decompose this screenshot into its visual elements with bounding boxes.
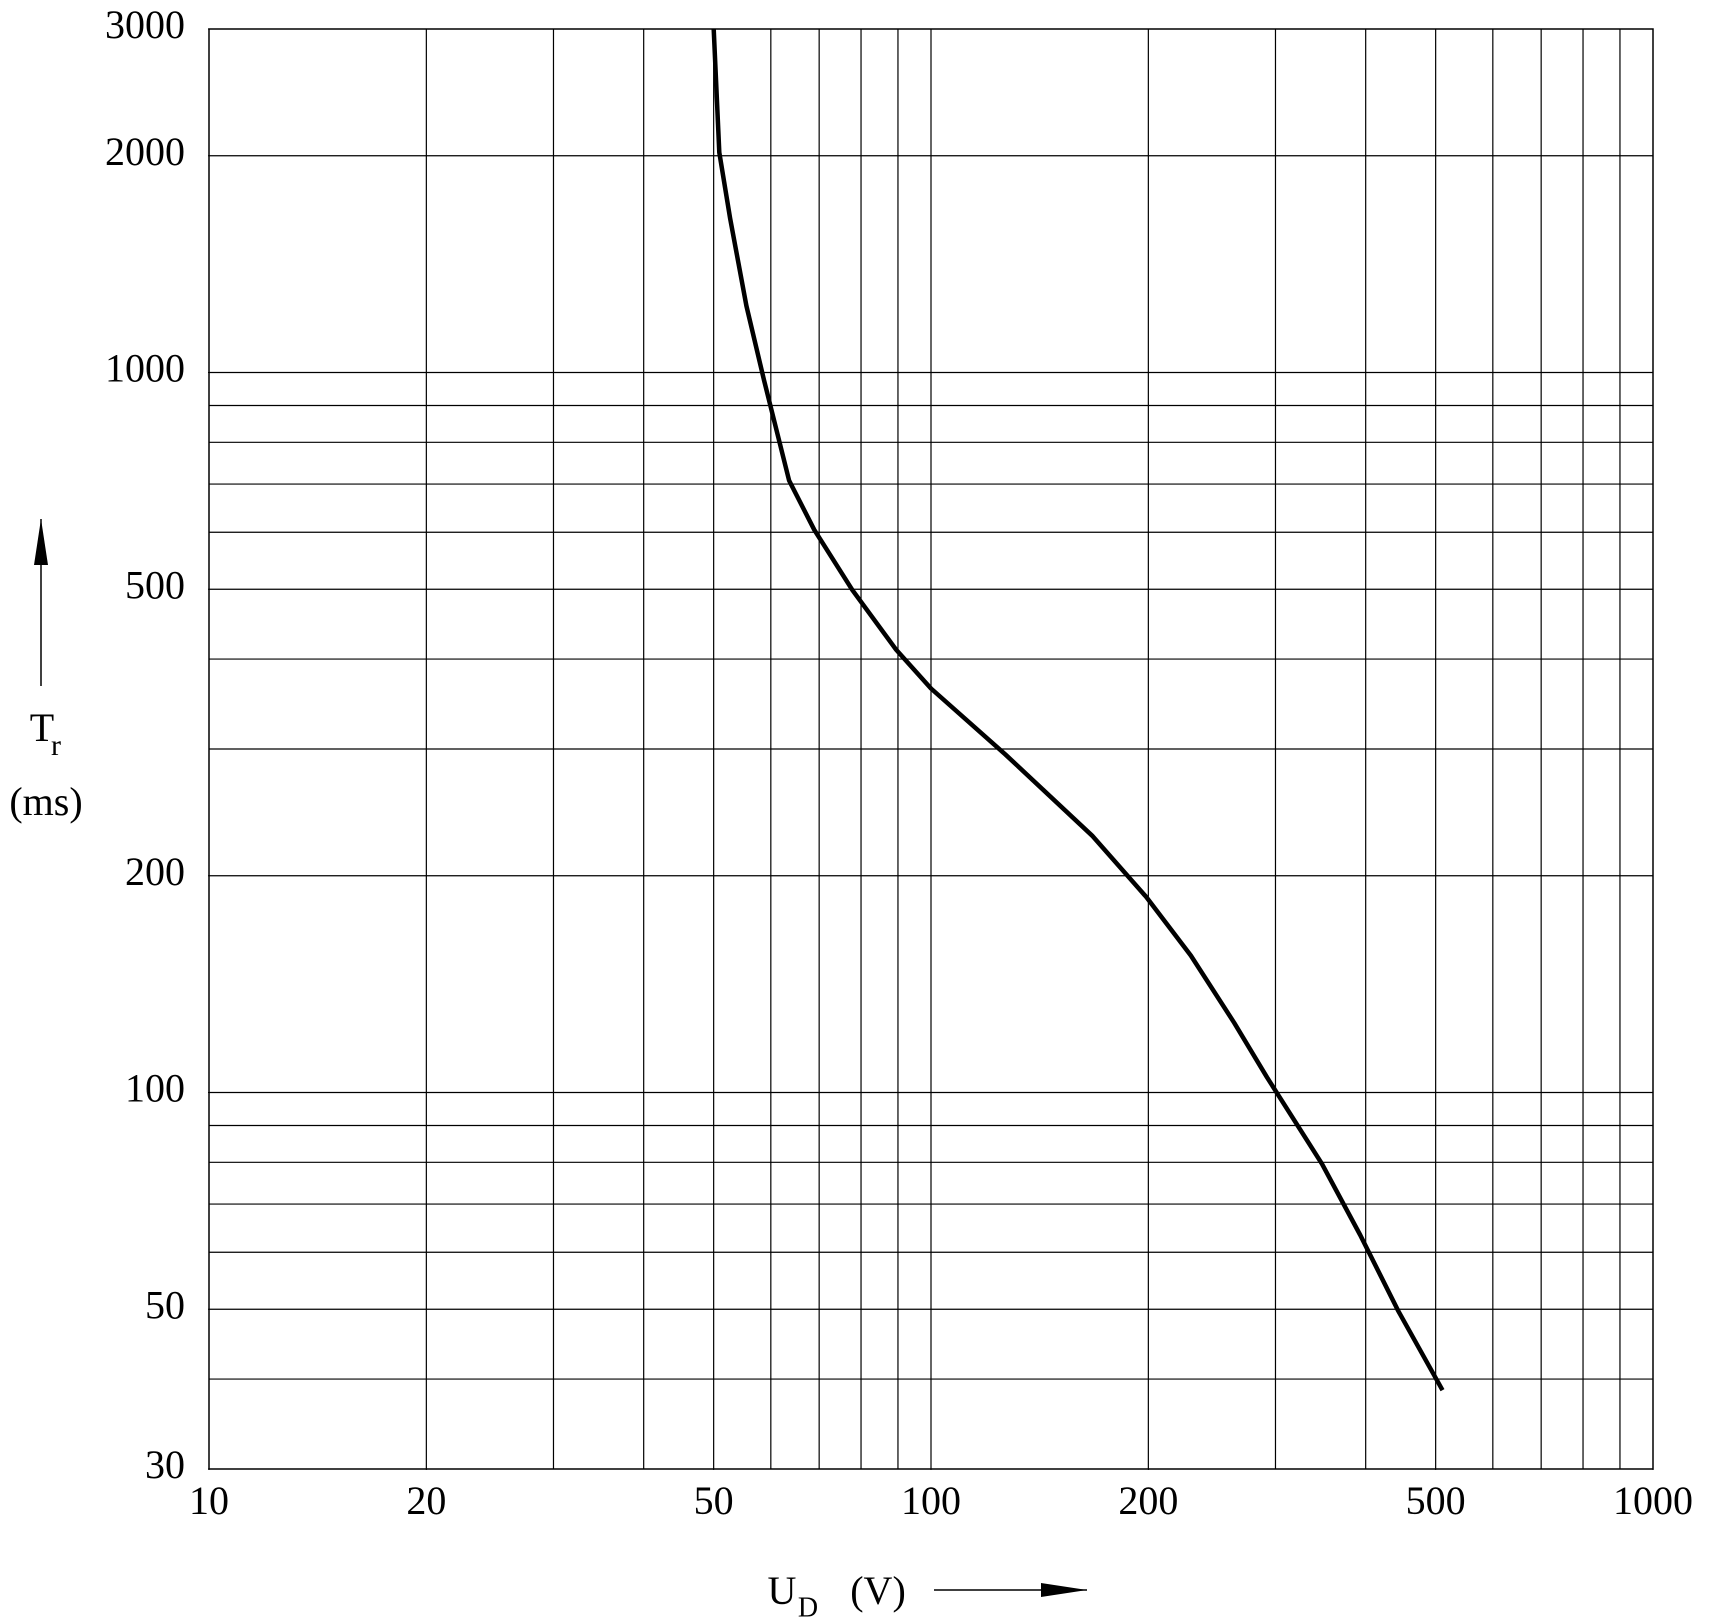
y-tick-label: 2000 (105, 129, 185, 174)
x-tick-label: 10 (189, 1478, 229, 1523)
y-axis-label-sub: r (51, 729, 61, 762)
y-tick-label: 500 (125, 562, 185, 607)
y-tick-label: 100 (125, 1066, 185, 1111)
y-tick-label: 50 (145, 1282, 185, 1327)
x-tick-label: 1000 (1613, 1478, 1693, 1523)
y-axis-label: T (30, 705, 54, 750)
x-tick-label: 500 (1406, 1478, 1466, 1523)
y-tick-label: 1000 (105, 346, 185, 391)
y-tick-label: 200 (125, 849, 185, 894)
x-tick-label: 100 (901, 1478, 961, 1523)
x-axis-unit: (V) (850, 1568, 906, 1613)
x-tick-label: 20 (406, 1478, 446, 1523)
x-axis-label: U (768, 1568, 797, 1613)
x-tick-label: 50 (694, 1478, 734, 1523)
x-tick-label: 200 (1118, 1478, 1178, 1523)
y-tick-label: 3000 (105, 2, 185, 47)
y-axis-unit: (ms) (9, 779, 82, 824)
data-line (711, 28, 1445, 1392)
x-axis-label-sub: D (798, 1592, 818, 1619)
y-tick-label: 30 (145, 1442, 185, 1487)
